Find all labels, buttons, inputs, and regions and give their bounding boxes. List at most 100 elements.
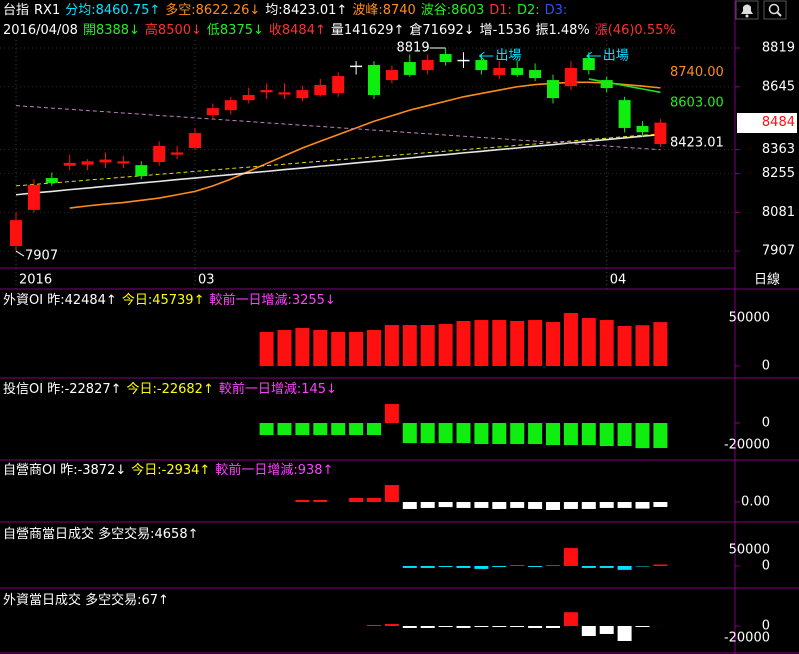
last-price-label: 8484 xyxy=(762,115,795,130)
candle-body xyxy=(99,159,112,163)
candle-body xyxy=(457,59,470,62)
bar xyxy=(438,502,453,508)
bar xyxy=(367,497,381,503)
candle-body xyxy=(27,184,40,210)
search-icon[interactable] xyxy=(763,0,787,20)
bar xyxy=(581,423,596,446)
y-tick-label: 50000 xyxy=(729,311,770,326)
bar xyxy=(581,502,596,509)
candle-body xyxy=(63,162,76,166)
bar xyxy=(617,502,632,508)
candle-body xyxy=(439,54,452,63)
moving-average-line xyxy=(69,81,661,209)
candle-body xyxy=(171,152,184,155)
bar xyxy=(599,502,614,508)
bar xyxy=(653,564,668,567)
moving-average-line xyxy=(15,105,661,151)
bar xyxy=(563,502,578,509)
header-item: 振1.48% xyxy=(535,23,590,38)
header-item: 低8375↓ xyxy=(206,23,264,38)
header-item: 開8388↓ xyxy=(82,23,140,38)
panel-header: 台指 RX1 分均:8460.75↑ 多空:8622.26↓ 均:8423.01↑ 波峰:… xyxy=(3,2,733,20)
bar xyxy=(402,502,417,509)
bar xyxy=(331,332,346,367)
header-item: 今日:-22682↑ xyxy=(126,382,214,397)
candle-body xyxy=(260,90,273,93)
candle-body xyxy=(332,76,345,93)
bar xyxy=(384,485,399,503)
candle-body xyxy=(81,161,94,165)
moving-average-line xyxy=(15,133,661,187)
bar xyxy=(581,318,596,367)
candle-body xyxy=(493,68,506,75)
bar xyxy=(653,502,668,507)
header-item: 台指 xyxy=(3,3,30,18)
candle-body xyxy=(636,125,649,133)
bar xyxy=(474,502,489,508)
bar xyxy=(384,624,399,626)
candle-body xyxy=(296,90,309,99)
header-item: D3: xyxy=(544,3,568,18)
header-item: 量141629↑ xyxy=(330,23,405,38)
bar xyxy=(402,566,417,568)
bar xyxy=(474,566,489,569)
candle-body xyxy=(45,178,58,183)
candle-body xyxy=(403,62,416,75)
bar xyxy=(313,330,328,367)
bar xyxy=(581,566,596,568)
bar xyxy=(474,423,489,445)
bar xyxy=(599,423,614,447)
bar xyxy=(599,320,614,367)
bar xyxy=(420,566,435,568)
signal-label: 出場 xyxy=(495,49,521,64)
panel-header: 自營商OI 昨:-3872↓ 今日:-2934↑ 較前一日增減:938↑ xyxy=(3,462,733,480)
candle-body xyxy=(350,65,363,68)
bar xyxy=(402,625,417,628)
bar xyxy=(349,497,364,503)
bar xyxy=(259,423,274,436)
trough-label: 7907 xyxy=(25,249,58,264)
x-tick-label: 03 xyxy=(198,273,215,288)
bar xyxy=(331,423,346,436)
bar xyxy=(617,325,632,367)
y-tick-label: 8363 xyxy=(762,142,795,157)
peak-label: 8819 xyxy=(397,41,430,56)
candle-body xyxy=(564,68,577,87)
candle-body xyxy=(547,80,559,99)
bar xyxy=(259,332,274,367)
bar xyxy=(563,612,578,626)
header-item: 外資OI 昨:42484↑ xyxy=(3,293,117,308)
bar xyxy=(456,625,471,628)
bar xyxy=(492,502,507,509)
icon-frame xyxy=(763,0,787,20)
bar xyxy=(492,320,507,367)
candle-body xyxy=(421,60,434,71)
signal-arrowhead xyxy=(586,51,593,61)
candle-body xyxy=(189,133,201,148)
candle-body xyxy=(654,122,667,144)
last-price-box xyxy=(737,113,797,133)
bar xyxy=(349,423,364,436)
header-item: 2016/04/08 xyxy=(3,23,78,38)
bell-icon[interactable] xyxy=(735,0,759,20)
panel-header: 外資當日成交 多空交易:67↑ xyxy=(3,592,733,610)
candle-body xyxy=(600,80,613,89)
bar xyxy=(438,423,453,444)
candle-body xyxy=(206,108,219,116)
level-label: 8603.00 xyxy=(670,96,724,111)
x-tick-label: 2016 xyxy=(19,273,52,288)
bar xyxy=(420,625,435,628)
bar xyxy=(599,566,614,568)
y-tick-label: 0 xyxy=(762,359,770,374)
bar xyxy=(528,320,543,367)
bar xyxy=(546,502,560,510)
header-item: 倉71692↓ xyxy=(409,23,475,38)
bar xyxy=(635,625,650,628)
bar xyxy=(510,502,525,508)
header-item: 自營商OI 昨:-3872↓ xyxy=(3,463,127,478)
bar xyxy=(349,332,364,367)
bar xyxy=(438,566,453,567)
y-tick-label: 50000 xyxy=(729,543,770,558)
candle-body xyxy=(618,100,631,128)
